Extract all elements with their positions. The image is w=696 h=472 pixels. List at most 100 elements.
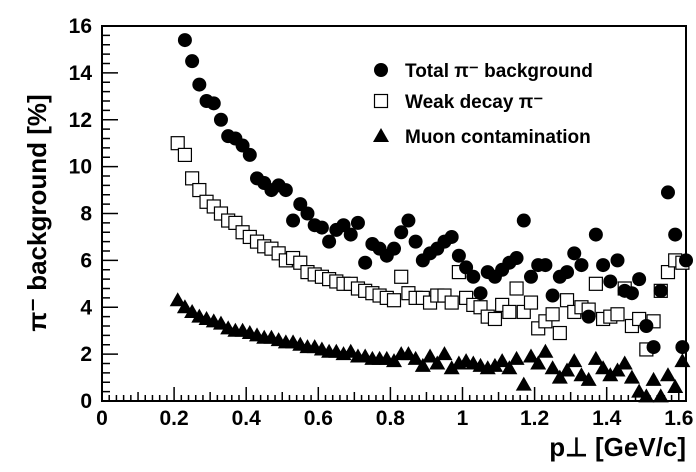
data-point: [501, 360, 518, 375]
data-point: [314, 220, 329, 235]
x-tick-label: 0.2: [159, 407, 188, 430]
data-point: [192, 77, 207, 92]
data-point: [502, 304, 517, 320]
data-point: [509, 281, 524, 296]
series-0: [177, 33, 693, 355]
data-point: [444, 295, 459, 310]
data-point: [516, 213, 531, 228]
data-point: [674, 353, 691, 368]
x-tick-label: 0.4: [232, 407, 262, 430]
data-point: [552, 325, 567, 341]
data-point: [545, 288, 560, 303]
data-point: [509, 251, 524, 266]
data-point: [242, 147, 257, 162]
data-point: [581, 309, 596, 324]
data-point: [566, 353, 583, 368]
series-1: [170, 136, 690, 357]
data-point: [560, 265, 575, 280]
data-point: [185, 54, 200, 69]
data-point: [206, 96, 221, 111]
data-point: [278, 183, 293, 198]
data-point: [632, 272, 647, 287]
data-point: [595, 360, 612, 375]
data-point: [436, 346, 453, 361]
data-point: [652, 388, 669, 403]
legend-label: Weak decay π⁻: [405, 92, 543, 113]
data-point: [544, 360, 561, 375]
y-tick-label: 4: [80, 296, 92, 319]
x-tick-label: 1.4: [592, 407, 622, 430]
y-tick-label: 10: [69, 156, 92, 179]
x-tick-label: 0.8: [376, 407, 406, 430]
y-tick-label: 0: [80, 390, 92, 413]
data-point: [401, 213, 416, 228]
data-point: [587, 350, 604, 365]
data-point: [545, 307, 560, 322]
data-point: [623, 369, 640, 384]
data-point: [394, 269, 409, 284]
legend-marker: [373, 93, 389, 109]
data-point: [358, 255, 373, 270]
data-point: [522, 348, 539, 363]
data-point: [350, 215, 365, 230]
x-tick-label: 1.6: [664, 407, 693, 430]
data-point: [679, 253, 693, 268]
data-point: [473, 286, 488, 301]
data-point: [660, 185, 675, 200]
data-point: [286, 213, 301, 228]
legend-label: Muon contamination: [405, 127, 591, 148]
data-point: [451, 248, 466, 263]
data-point: [213, 112, 228, 127]
data-point: [387, 241, 401, 256]
data-point: [177, 147, 193, 163]
data-point: [610, 253, 625, 268]
data-point: [588, 227, 603, 242]
data-point: [386, 293, 402, 308]
data-point: [443, 360, 460, 375]
x-tick-label: 0: [96, 407, 108, 430]
data-point: [602, 367, 619, 382]
data-point: [486, 357, 503, 372]
data-point: [170, 136, 185, 151]
plot-frame: [101, 25, 687, 402]
x-tick-label: 1.2: [520, 407, 549, 430]
data-point: [530, 355, 547, 370]
legend-marker: [374, 63, 388, 77]
x-tick-label: 1: [457, 407, 469, 430]
data-point: [645, 371, 662, 386]
data-point: [169, 292, 186, 307]
data-point: [624, 286, 639, 301]
y-tick-label: 12: [69, 109, 92, 132]
data-point: [596, 258, 611, 273]
data-point: [574, 258, 589, 273]
y-tick-label: 16: [69, 15, 92, 38]
data-point: [487, 311, 503, 327]
data-point: [660, 264, 676, 280]
data-point: [609, 362, 626, 377]
data-point: [444, 229, 459, 244]
data-point: [639, 319, 654, 333]
data-point: [616, 355, 633, 370]
data-point: [523, 269, 538, 284]
data-point: [407, 350, 424, 365]
data-point: [580, 371, 597, 386]
data-point: [603, 274, 618, 289]
data-point: [667, 378, 684, 393]
y-axis-title: π⁻ background [%]: [22, 94, 52, 331]
data-point: [177, 33, 192, 48]
data-point: [394, 225, 409, 240]
data-point: [494, 353, 511, 368]
data-point: [515, 376, 532, 391]
data-point: [508, 350, 525, 365]
data-point: [422, 348, 439, 363]
data-point: [386, 353, 402, 368]
data-point: [551, 369, 568, 384]
data-point: [185, 171, 200, 186]
data-point: [414, 357, 431, 372]
data-point: [408, 234, 423, 249]
legend-marker: [373, 128, 389, 142]
data-point: [610, 307, 625, 322]
series-2: [169, 292, 691, 403]
data-point: [659, 367, 676, 382]
data-point: [653, 283, 668, 298]
